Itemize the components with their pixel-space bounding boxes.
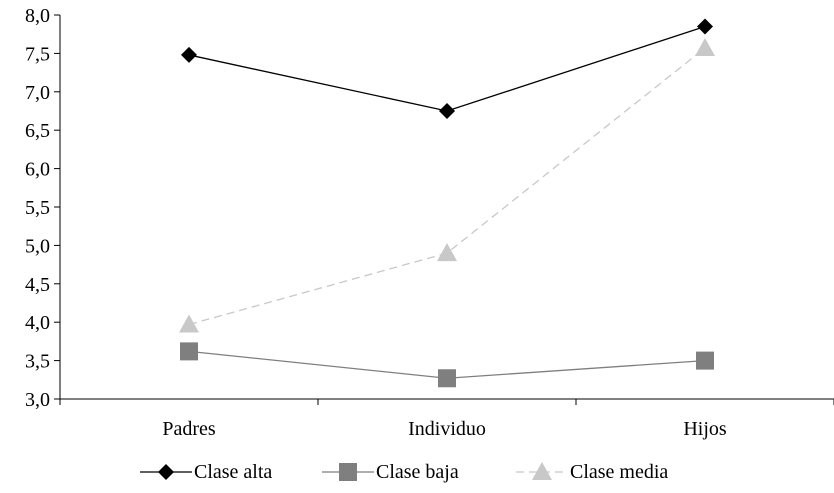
y-tick-label: 8,0 xyxy=(25,5,50,27)
y-tick-label: 5,0 xyxy=(25,235,50,257)
legend-label: Clase baja xyxy=(376,461,459,483)
y-axis-ticks: 3,0 3,5 4,0 4,5 5,0 5,5 6,0 6,5 7,0 7,5 8,0 xyxy=(25,5,60,411)
y-tick-label: 3,0 xyxy=(25,389,50,411)
legend-marker xyxy=(532,462,552,480)
x-category-label: Individuo xyxy=(408,418,486,440)
y-tick-label: 4,0 xyxy=(25,312,50,334)
y-tick-label: 6,5 xyxy=(25,120,50,142)
y-tick-label: 5,5 xyxy=(25,197,50,219)
y-tick-label: 6,0 xyxy=(25,159,50,181)
legend-marker xyxy=(158,464,174,480)
chart-legend: Clase alta Clase baja Clase media xyxy=(140,461,668,483)
legend-item: Clase baja xyxy=(322,461,459,483)
series-clase-baja xyxy=(180,342,714,388)
series-clase-media xyxy=(179,38,715,333)
series-clase-alta xyxy=(181,18,713,119)
x-axis-categories: Padres Individuo Hijos xyxy=(59,399,834,440)
data-point xyxy=(438,369,456,388)
x-category-label: Hijos xyxy=(683,418,727,440)
y-tick-label: 7,0 xyxy=(25,82,50,104)
legend-item: Clase media xyxy=(516,461,668,483)
legend-label: Clase alta xyxy=(194,461,272,483)
x-category-label: Padres xyxy=(162,418,216,440)
data-point xyxy=(696,351,714,370)
legend-marker xyxy=(339,463,357,481)
y-tick-label: 3,5 xyxy=(25,351,50,373)
y-tick-label: 4,5 xyxy=(25,274,50,296)
legend-item: Clase alta xyxy=(140,461,272,483)
series-line xyxy=(188,25,706,112)
data-point xyxy=(179,314,199,333)
data-point xyxy=(180,342,198,361)
data-point xyxy=(695,38,715,57)
data-point xyxy=(181,46,197,63)
data-point xyxy=(437,243,457,262)
y-tick-label: 7,5 xyxy=(25,43,50,65)
legend-label: Clase media xyxy=(570,461,668,483)
chart-axes xyxy=(59,15,834,400)
data-point xyxy=(439,103,455,119)
series-line xyxy=(188,47,706,326)
data-point xyxy=(697,18,713,35)
chart-series xyxy=(179,18,715,388)
